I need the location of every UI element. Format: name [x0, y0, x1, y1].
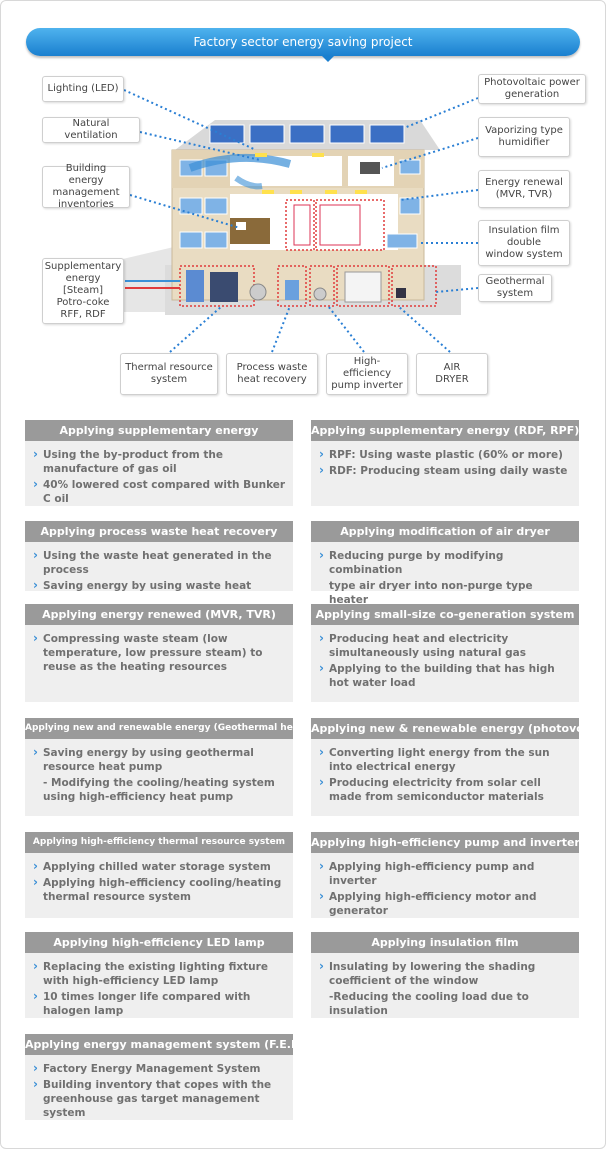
card-title: Applying insulation film	[311, 932, 579, 953]
card-item: -Reducing the cooling load due to insula…	[329, 991, 529, 1017]
card-item: Using the waste heat generated in the pr…	[33, 548, 287, 577]
callout-humidifier: Vaporizing type humidifier	[478, 117, 570, 157]
card-led-lamp: Applying high-efficiency LED lamp Replac…	[25, 932, 293, 1018]
card-item: Using the by-product from the manufactur…	[33, 447, 287, 476]
card-air-dryer: Applying modification of air dryer Reduc…	[311, 521, 579, 606]
card-title: Applying small-size co-generation system	[311, 604, 579, 625]
card-item: RDF: Producing steam using daily waste	[319, 463, 573, 478]
callout-pump-inverter: High-efficiency pump inverter	[326, 353, 408, 395]
card-item: Applying high-efficiency cooling/heating…	[33, 875, 287, 904]
card-item: Saving energy by using waste heat	[33, 578, 287, 593]
card-item: Saving energy by using geothermal resour…	[33, 745, 287, 774]
card-item: Insulating by lowering the shading coeff…	[319, 959, 573, 988]
card-title: Applying new & renewable energy (photovo…	[311, 718, 579, 739]
card-item: Factory Energy Management System	[33, 1061, 287, 1076]
card-item: type air dryer into non-purge type heate…	[329, 580, 533, 606]
card-item: Applying chilled water storage system	[33, 859, 287, 874]
callout-insulation-film: Insulation film double window system	[478, 220, 570, 266]
card-energy-renewed: Applying energy renewed (MVR, TVR) Compr…	[25, 604, 293, 702]
card-geothermal: Applying new and renewable energy (Geoth…	[25, 718, 293, 816]
card-item: Producing electricity from solar cell ma…	[319, 775, 573, 804]
card-fems: Applying energy management system (F.E.M…	[25, 1034, 293, 1120]
card-item: Producing heat and electricity simultane…	[319, 631, 573, 660]
card-co-generation: Applying small-size co-generation system…	[311, 604, 579, 702]
card-item: Applying to the building that has high h…	[319, 661, 573, 690]
callout-lighting-led: Lighting (LED)	[42, 76, 124, 102]
card-pump-inverter: Applying high-efficiency pump and invert…	[311, 832, 579, 918]
callout-energy-renewal: Energy renewal (MVR, TVR)	[478, 170, 570, 208]
card-item: Compressing waste steam (low temperature…	[33, 631, 287, 674]
card-title: Applying energy renewed (MVR, TVR)	[25, 604, 293, 625]
card-process-waste-heat: Applying process waste heat recovery Usi…	[25, 521, 293, 593]
card-item: Replacing the existing lighting fixture …	[33, 959, 287, 988]
card-thermal-resource: Applying high-efficiency thermal resourc…	[25, 832, 293, 918]
page-title: Factory sector energy saving project	[26, 28, 580, 62]
card-supplementary-energy: Applying supplementary energy Using the …	[25, 420, 293, 506]
callout-supplementary-energy: Supplementary energy [Steam] Potro-coke …	[42, 258, 124, 324]
card-item: Applying high-efficiency motor and gener…	[319, 889, 573, 918]
card-item: Applying high-efficiency pump and invert…	[319, 859, 573, 888]
factory-building-illustration	[110, 89, 479, 353]
callout-natural-ventilation: Natural ventilation	[42, 117, 140, 143]
card-title: Applying process waste heat recovery	[25, 521, 293, 542]
callout-thermal-resource: Thermal resource system	[120, 353, 218, 395]
callout-photovoltaic: Photovoltaic power generation	[478, 74, 586, 104]
card-title: Applying high-efficiency LED lamp	[25, 932, 293, 953]
card-item: Building inventory that copes with the g…	[33, 1077, 287, 1120]
card-title: Applying supplementary energy (RDF, RPF)	[311, 420, 579, 441]
card-item: RPF: Using waste plastic (60% or more)	[319, 447, 573, 462]
card-item: 10 times longer life compared with halog…	[33, 989, 287, 1018]
card-supplementary-energy-rdf-rpf: Applying supplementary energy (RDF, RPF)…	[311, 420, 579, 506]
callout-building-energy-management: Building energy management inventories	[42, 163, 130, 210]
card-title: Applying energy management system (F.E.M…	[25, 1034, 293, 1055]
card-title: Applying high-efficiency thermal resourc…	[25, 832, 293, 853]
card-title: Applying modification of air dryer	[311, 521, 579, 542]
card-title: Applying new and renewable energy (Geoth…	[25, 718, 293, 739]
callout-process-waste-heat: Process waste heat recovery	[226, 353, 318, 395]
card-item: - Modifying the cooling/heating system u…	[43, 777, 275, 803]
card-title: Applying supplementary energy	[25, 420, 293, 441]
card-insulation-film: Applying insulation film Insulating by l…	[311, 932, 579, 1018]
card-item: 40% lowered cost compared with Bunker C …	[33, 477, 287, 506]
card-item: Converting light energy from the sun int…	[319, 745, 573, 774]
callout-air-dryer: AIR DRYER	[416, 353, 488, 395]
callout-geothermal: Geothermal system	[478, 274, 552, 302]
card-item: Reducing purge by modifying combination	[319, 548, 573, 577]
card-photovoltaic: Applying new & renewable energy (photovo…	[311, 718, 579, 816]
card-title: Applying high-efficiency pump and invert…	[311, 832, 579, 853]
